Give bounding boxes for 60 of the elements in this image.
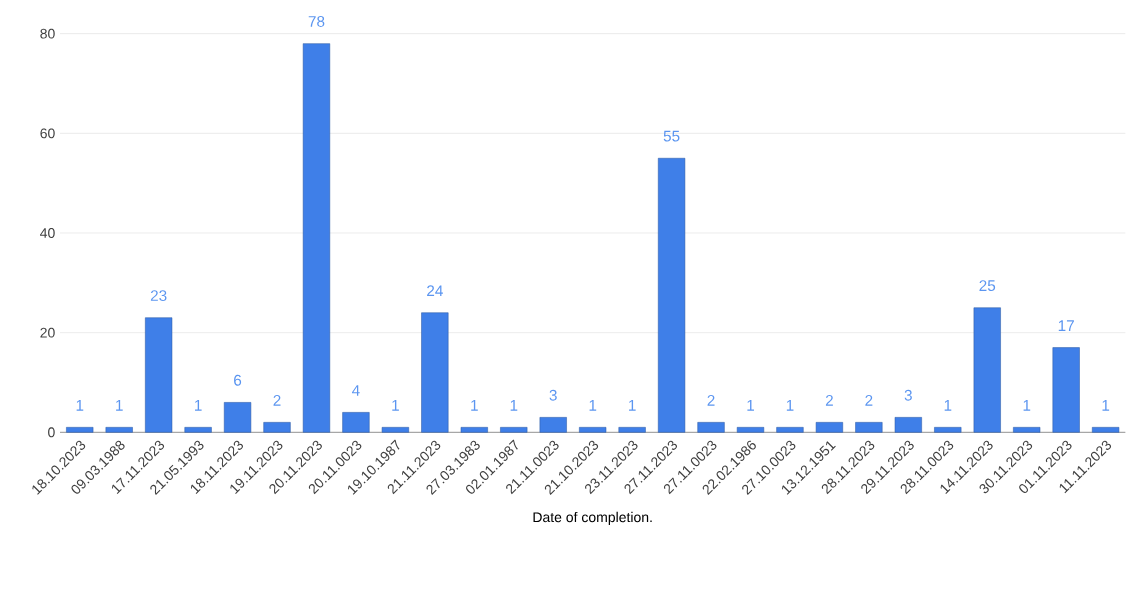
data-label: 6 [234,374,242,386]
bar [579,427,607,433]
data-label: 1 [629,400,636,411]
y-tick-label: 0 [48,427,55,438]
bar [342,412,370,433]
bar [263,422,291,433]
y-tick-label: 40 [40,228,55,238]
data-label: 1 [944,400,952,411]
y-tick-label: 60 [40,128,55,139]
y-tick-label: 20 [40,327,55,338]
data-label: 55 [663,130,680,142]
data-label: 24 [427,285,443,297]
bar [973,307,1001,433]
bar [105,427,133,433]
bar [421,312,449,433]
bar [934,427,962,433]
data-label: 1 [747,400,755,411]
data-label: 2 [273,394,281,406]
bar [66,427,94,433]
data-label: 2 [825,394,833,406]
data-label: 4 [352,385,360,396]
data-label: 1 [1023,400,1031,411]
data-label: 1 [786,400,794,411]
data-label: 17 [1058,320,1074,331]
data-label: 23 [150,290,167,301]
bar [1013,427,1041,433]
bar [302,43,331,433]
bar [500,427,528,433]
data-label: 1 [589,400,597,411]
bar [815,422,844,433]
bar [1092,427,1120,433]
data-label: 2 [707,394,715,406]
bar [145,317,173,433]
data-label: 1 [1102,400,1110,411]
bar [184,427,212,433]
bar [1052,347,1080,433]
bar [697,422,725,433]
data-label: 1 [116,400,123,411]
bar [381,427,409,433]
bar [539,417,567,433]
data-label: 1 [195,400,202,411]
bar [657,157,686,433]
y-tick-label: 80 [40,28,55,39]
data-label: 1 [510,400,518,411]
x-axis-title: Date of completion. [533,511,652,525]
bar [855,422,883,433]
bar [223,402,252,433]
bar [460,427,488,433]
data-label: 1 [392,400,399,411]
data-label: 78 [308,16,325,27]
bar [776,427,804,433]
bar [618,427,646,433]
data-label: 25 [979,280,996,292]
data-label: 3 [549,389,557,401]
data-label: 2 [865,394,873,406]
bar [736,427,765,433]
bar [894,417,922,433]
data-label: 1 [471,400,478,411]
data-label: 1 [76,400,84,411]
data-label: 3 [904,389,912,401]
